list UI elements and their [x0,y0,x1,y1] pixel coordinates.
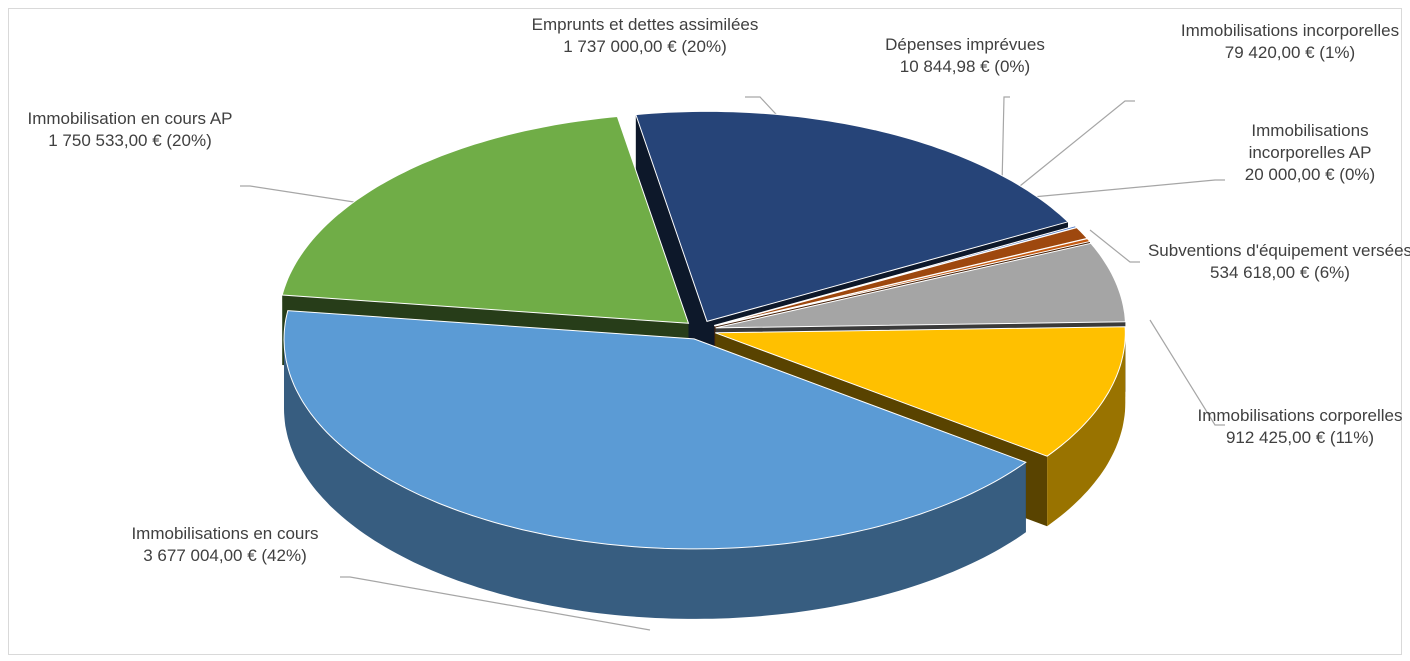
slice-side [1047,332,1126,527]
data-label: Dépenses imprévues 10 844,98 € (0%) [850,34,1080,78]
data-label: Immobilisations incorporelles AP 20 000,0… [1210,120,1410,186]
data-label: Immobilisations en cours 3 677 004,00 € (… [90,523,360,567]
leader-line [1021,179,1225,199]
value-label: 1 750 533,00 € (20%) [48,131,212,150]
leader-line [1089,229,1140,263]
slice [714,238,1091,327]
data-label: Emprunts et dettes assimilées 1 737 000,0… [530,14,760,58]
value-label: 3 677 004,00 € (42%) [143,546,307,565]
slice [715,326,1126,457]
slice [283,310,1027,550]
category-label: Emprunts et dettes assimilées [531,15,759,34]
leader-line [1001,96,1010,186]
slice-side-radial [635,114,707,392]
category-label: Immobilisations incorporelles AP [1248,121,1372,162]
category-label: Immobilisation en cours AP [27,109,233,128]
value-label: 1 737 000,00 € (20%) [563,37,727,56]
data-label: Immobilisations incorporelles 79 420,00 €… [1160,20,1410,64]
data-label: Subventions d'équipement versées 534 618,… [1140,240,1410,284]
value-label: 912 425,00 € (11%) [1225,428,1375,447]
value-label: 10 844,98 € (0%) [899,57,1031,76]
category-label: Immobilisations incorporelles [1180,21,1400,40]
data-label: Immobilisation en cours AP 1 750 533,00 €… [0,108,260,152]
leader-line [1149,319,1225,426]
slice-side [284,338,1026,619]
leader-line [240,185,381,207]
chart-border [8,8,1402,655]
category-label: Immobilisations en cours [131,524,319,543]
leader-line [1014,100,1135,191]
slice [635,110,1069,323]
category-label: Dépenses imprévues [885,35,1045,54]
slice [715,242,1126,329]
category-label: Immobilisations corporelles [1197,406,1403,425]
value-label: 20 000,00 € (0%) [1244,165,1376,184]
value-label: 79 420,00 € (1%) [1224,43,1356,62]
slice [281,115,690,324]
category-label: Subventions d'équipement versées [1147,241,1410,260]
value-label: 534 618,00 € (6%) [1210,263,1350,282]
data-label: Immobilisations corporelles 912 425,00 € … [1175,405,1410,449]
leader-line [340,576,651,631]
